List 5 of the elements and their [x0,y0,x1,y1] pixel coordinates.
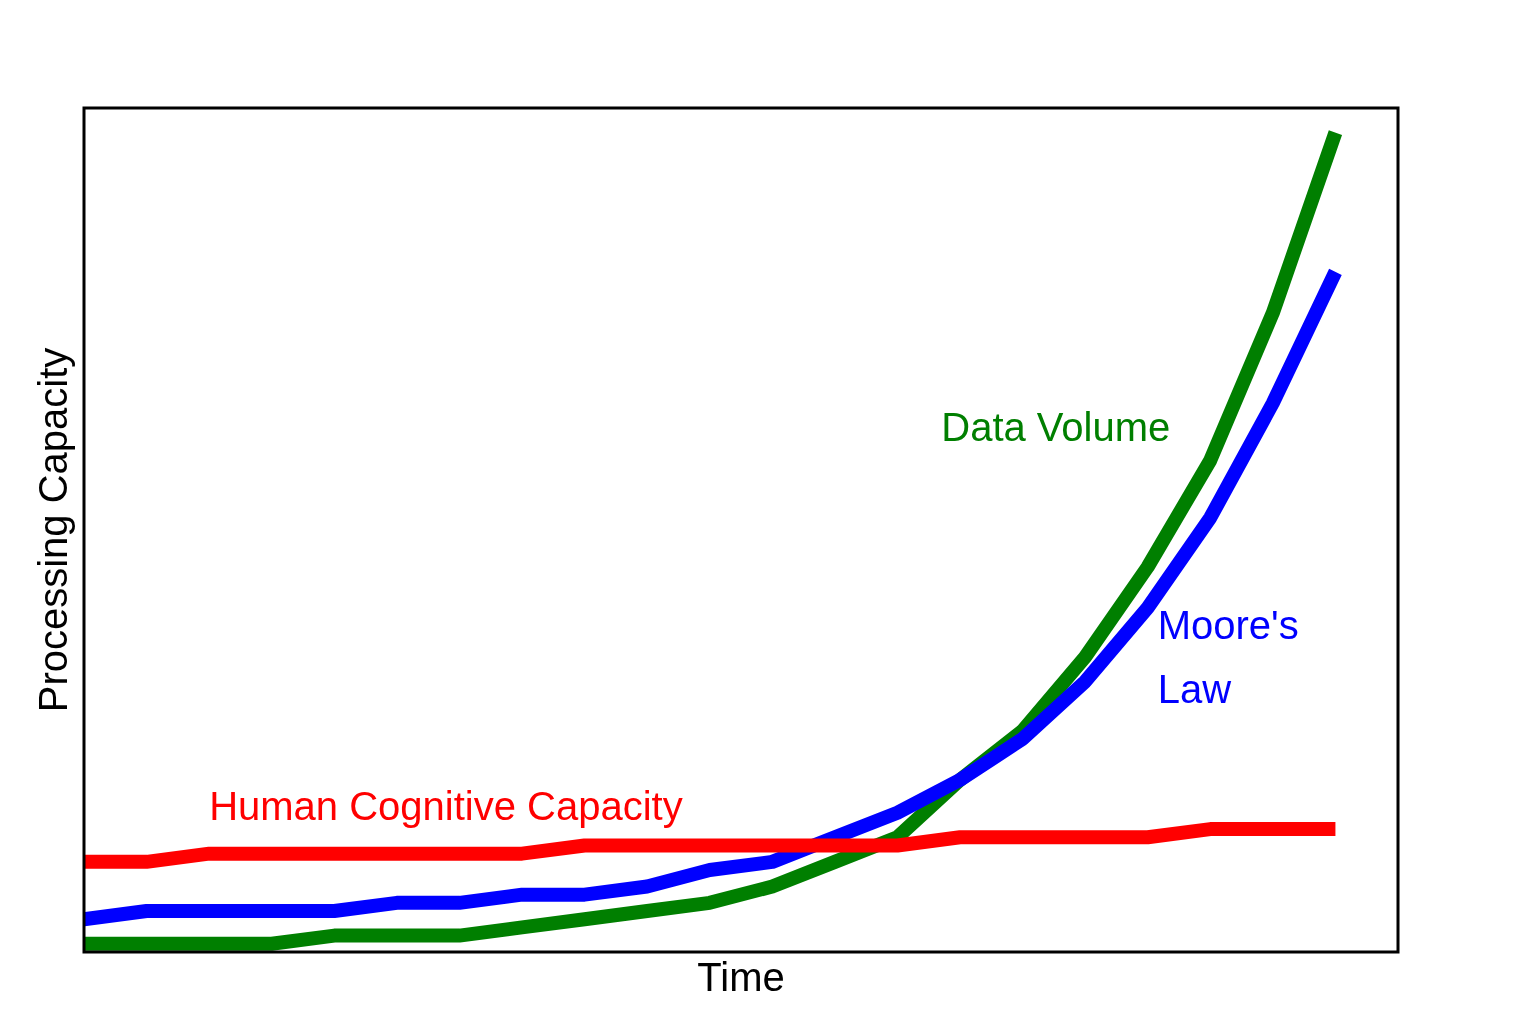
series-label: Data Volume [941,405,1171,450]
x-axis-title: Time [697,955,785,1000]
y-axis-title: Processing Capacity [31,347,76,713]
series-label: Moore's Law [1157,602,1299,711]
series-label: Human Cognitive Capacity [209,783,683,828]
